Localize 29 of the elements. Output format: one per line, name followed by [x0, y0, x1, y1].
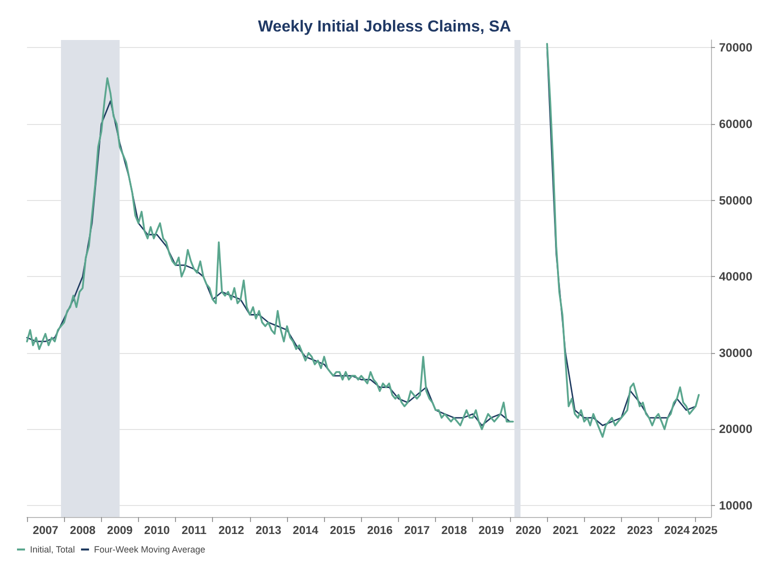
- x-tick-label: 2010: [144, 525, 170, 537]
- y-tick-label: 40000: [719, 270, 753, 284]
- y-tick-label: 10000: [719, 498, 753, 513]
- x-tick-label: 2016: [367, 525, 393, 537]
- y-tick-label: 20000: [719, 422, 753, 436]
- y-tick-label: 70000: [719, 40, 753, 55]
- x-tick-label: 2025: [692, 525, 718, 537]
- y-tick-label: 30000: [719, 346, 753, 360]
- x-tick-label: 2013: [256, 525, 282, 537]
- x-tick-label: 2012: [218, 525, 244, 537]
- x-tick-label: 2024: [664, 525, 690, 537]
- x-tick-label: 2014: [292, 525, 319, 537]
- x-tick-label: 2015: [330, 525, 356, 537]
- x-tick-label: 2019: [478, 525, 504, 537]
- x-tick-label: 2021: [552, 525, 579, 537]
- y-tick-label: 50000: [719, 193, 753, 208]
- chart-title: Weekly Initial Jobless Claims, SA: [258, 18, 512, 36]
- x-tick-label: 2018: [441, 525, 468, 537]
- x-tick-label: 2009: [107, 525, 133, 537]
- legend-label: Four-Week Moving Average: [94, 544, 206, 554]
- x-tick-label: 2022: [590, 525, 616, 537]
- x-tick-label: 2011: [182, 525, 208, 537]
- y-tick-label: 60000: [719, 116, 753, 131]
- x-tick-label: 2017: [404, 525, 430, 537]
- legend-label: Initial, Total: [30, 544, 75, 554]
- x-tick-label: 2020: [516, 525, 542, 537]
- x-tick-label: 2008: [70, 525, 96, 537]
- x-tick-label: 2007: [32, 525, 58, 537]
- x-tick-label: 2023: [627, 525, 653, 537]
